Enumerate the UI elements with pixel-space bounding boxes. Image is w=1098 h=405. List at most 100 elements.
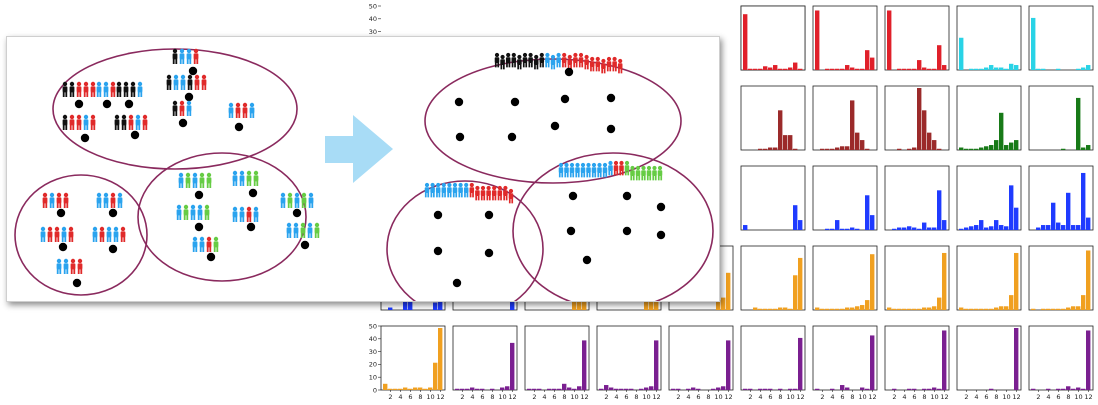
histogram-bar — [393, 388, 398, 390]
histogram-bar — [619, 388, 624, 390]
person-icon — [142, 114, 148, 130]
person-leg — [52, 203, 55, 208]
person-icon — [83, 114, 89, 130]
person-leg — [69, 92, 72, 97]
x-tick-label: 12 — [580, 393, 588, 401]
histogram-panel — [1028, 165, 1094, 231]
histogram-bar — [974, 148, 979, 150]
centroid-dot — [656, 230, 666, 240]
person-body — [179, 105, 185, 112]
histogram-bar — [726, 340, 731, 390]
histogram-bar — [768, 308, 773, 310]
histogram-bar — [788, 67, 793, 70]
person-body — [308, 197, 314, 204]
histogram-bar — [830, 308, 835, 310]
person-body — [314, 227, 320, 234]
person-leg — [103, 203, 106, 208]
histogram-bar — [783, 135, 788, 150]
person-body — [128, 119, 134, 126]
person-body — [624, 165, 630, 171]
histogram-bar — [716, 300, 721, 310]
person-icon — [424, 182, 430, 198]
person-leg — [96, 203, 99, 208]
person-icon — [61, 226, 67, 242]
person-leg — [569, 172, 572, 178]
histogram-panel — [524, 325, 590, 391]
person-icon — [635, 165, 641, 181]
histogram-bar — [1056, 68, 1061, 70]
person-icon — [584, 54, 589, 70]
person-head — [595, 56, 600, 62]
histogram-bar — [758, 308, 763, 310]
person-head — [242, 102, 248, 108]
centroid-dot — [102, 99, 112, 109]
person-icon — [249, 102, 255, 118]
person-leg — [239, 217, 242, 222]
person-leg — [586, 172, 589, 178]
person-leg — [117, 125, 120, 130]
person-leg — [124, 125, 127, 130]
histogram-bar — [860, 387, 865, 390]
centroid-dot — [188, 66, 198, 76]
person-icon — [40, 226, 46, 242]
person-icon — [130, 81, 136, 97]
person-icon — [561, 52, 567, 68]
histogram-bar — [1061, 388, 1066, 390]
panel-frame — [812, 85, 878, 151]
person-leg — [202, 183, 205, 188]
person-leg — [246, 181, 249, 186]
person-body — [253, 175, 259, 182]
histogram-bar — [892, 308, 897, 310]
person-leg — [290, 203, 293, 208]
person-head — [497, 185, 502, 191]
person-icon — [293, 222, 299, 238]
person-leg — [99, 92, 102, 97]
x-tick-label: 2 — [676, 393, 680, 401]
person-leg — [180, 85, 183, 90]
histogram-bar — [1066, 386, 1071, 390]
person-leg — [253, 217, 256, 222]
histogram-bar — [1051, 308, 1056, 310]
person-body — [286, 227, 292, 234]
person-head — [534, 54, 539, 60]
x-tick-label: 8 — [994, 393, 998, 401]
person-body — [441, 187, 447, 193]
histogram-panel — [740, 325, 806, 391]
histogram-bar — [897, 148, 902, 150]
histogram-bar — [865, 195, 870, 230]
histogram-bar — [758, 68, 763, 70]
histogram-bar — [927, 227, 932, 230]
x-tick-label: 4 — [686, 393, 690, 401]
centroid-dot — [484, 210, 494, 220]
person-head — [186, 100, 192, 106]
histogram-bar — [999, 306, 1004, 310]
person-leg — [452, 192, 455, 198]
person-icon — [286, 222, 292, 238]
histogram-bar — [994, 220, 999, 230]
person-body — [497, 190, 503, 196]
person-body — [90, 86, 96, 93]
person-leg — [90, 125, 93, 130]
x-tick-label: 4 — [398, 393, 402, 401]
person-leg — [649, 175, 652, 181]
histogram-bar — [964, 227, 969, 230]
person-body — [90, 119, 96, 126]
histogram-panel — [1028, 245, 1094, 311]
person-head — [56, 192, 62, 198]
histogram-panel — [380, 325, 446, 391]
person-head — [308, 192, 314, 198]
person-leg — [436, 192, 438, 198]
x-tick-label: 6 — [1056, 393, 1060, 401]
person-icon — [533, 54, 539, 70]
person-body — [194, 79, 200, 86]
centroid-dot — [564, 67, 574, 77]
person-icon — [580, 162, 586, 178]
histogram-bar — [1086, 250, 1091, 310]
centroid-dot — [507, 132, 517, 142]
person-head — [76, 114, 82, 120]
person-leg — [182, 59, 185, 64]
person-leg — [209, 247, 212, 252]
person-icon — [114, 114, 120, 130]
person-leg — [575, 62, 578, 68]
histogram-bar — [788, 388, 793, 390]
